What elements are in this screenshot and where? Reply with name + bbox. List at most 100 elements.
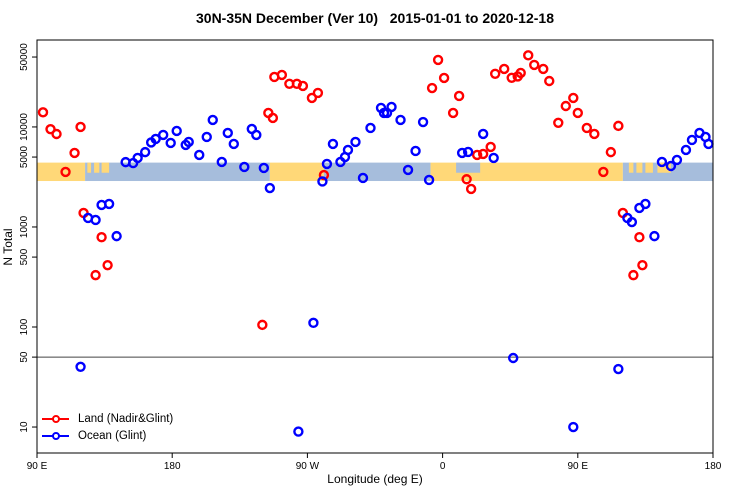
x-axis-tick-label: 180 — [164, 461, 181, 472]
data-point-ocean — [357, 172, 369, 184]
latitude-band-detail — [657, 162, 671, 173]
data-point-ocean — [423, 174, 435, 186]
latitude-band-detail — [94, 162, 100, 173]
data-point-ocean — [264, 182, 276, 194]
plot-box — [36, 39, 714, 454]
data-point-ocean — [228, 138, 239, 150]
data-point-land — [568, 92, 579, 104]
latitude-band-detail — [628, 162, 634, 173]
data-point-land — [257, 319, 268, 331]
latitude-band-detail — [645, 162, 653, 173]
latitude-band-detail — [456, 162, 481, 173]
data-point-land — [426, 82, 438, 94]
data-point-ocean — [150, 133, 161, 145]
latitude-band-segment — [85, 162, 270, 182]
data-point-land — [515, 67, 526, 79]
data-point-ocean — [671, 154, 683, 166]
data-point-land — [96, 232, 107, 243]
data-point-ocean — [327, 138, 339, 150]
data-point-ocean — [508, 352, 519, 364]
data-point-land — [477, 148, 489, 160]
data-point-land — [75, 121, 86, 133]
data-point-land — [465, 183, 477, 195]
data-point-land — [637, 259, 648, 271]
data-point-ocean — [171, 125, 182, 137]
data-point-land — [306, 92, 318, 104]
y-axis-tick-label: 10000 — [19, 113, 30, 141]
data-point-ocean — [640, 198, 651, 210]
data-point-land — [544, 75, 555, 87]
x-axis-tick-label: 90 W — [296, 461, 320, 472]
data-point-ocean — [183, 136, 194, 148]
data-point-ocean — [395, 114, 406, 126]
data-point-land — [453, 90, 465, 102]
legend-label-land: Land (Nadir&Glint) — [78, 413, 174, 425]
ocean-marker-icon — [42, 431, 69, 442]
y-axis-tick-label: 100 — [19, 318, 30, 335]
data-point-land — [447, 107, 459, 119]
data-point-land — [523, 50, 534, 61]
latitude-band-detail — [101, 162, 110, 173]
data-point-ocean — [111, 230, 122, 242]
data-point-ocean — [103, 198, 115, 210]
data-point-ocean — [626, 216, 638, 228]
data-point-ocean — [462, 146, 474, 158]
data-point-ocean — [165, 137, 176, 149]
data-point-ocean — [75, 361, 86, 373]
legend-item-land: Land (Nadir&Glint) — [42, 412, 173, 427]
data-point-ocean — [350, 136, 361, 148]
data-point-ocean — [157, 129, 169, 141]
data-point-ocean — [488, 152, 499, 164]
legend: Land (Nadir&Glint) Ocean (Glint) — [42, 412, 173, 444]
data-point-ocean — [239, 161, 250, 173]
data-point-land — [312, 87, 324, 99]
data-point-land — [69, 147, 80, 159]
data-point-land — [471, 149, 483, 161]
data-point-ocean — [649, 230, 660, 242]
data-point-land — [634, 232, 645, 243]
data-point-ocean — [201, 131, 212, 143]
data-point-land — [529, 59, 540, 71]
data-point-land — [538, 63, 549, 75]
data-point-land — [291, 78, 303, 89]
data-point-land — [267, 112, 279, 124]
data-point-ocean — [293, 426, 304, 437]
x-axis-tick-label: 90 E — [568, 461, 589, 472]
data-point-land — [438, 72, 450, 84]
latitude-band-detail — [636, 162, 643, 173]
data-point-land — [489, 68, 501, 79]
x-axis-label: Longitude (deg E) — [327, 472, 423, 486]
data-point-land — [581, 122, 593, 134]
data-point-ocean — [680, 144, 692, 156]
data-point-land — [318, 169, 330, 181]
data-point-land — [297, 80, 309, 92]
data-point-land — [628, 269, 639, 281]
x-axis-tick-label: 90 E — [27, 461, 48, 472]
data-point-land — [498, 63, 510, 75]
data-point-land — [432, 54, 444, 66]
data-point-ocean — [410, 145, 421, 157]
data-point-ocean — [132, 152, 143, 164]
data-point-land — [461, 174, 472, 185]
legend-label-ocean: Ocean (Glint) — [78, 430, 147, 442]
data-point-ocean — [417, 116, 429, 128]
data-point-ocean — [216, 156, 227, 168]
data-point-ocean — [402, 164, 414, 176]
y-axis-tick-label: 50 — [19, 351, 30, 363]
data-point-ocean — [665, 160, 677, 172]
data-point-ocean — [321, 158, 333, 170]
data-point-land — [613, 120, 624, 132]
data-point-ocean — [308, 317, 319, 329]
data-point-ocean — [703, 138, 714, 150]
data-point-land — [45, 123, 56, 135]
data-point-land — [102, 259, 113, 271]
data-point-ocean — [613, 363, 624, 375]
x-axis-tick-label: 0 — [440, 461, 446, 472]
legend-item-ocean: Ocean (Glint) — [42, 429, 173, 444]
data-point-land — [560, 100, 571, 112]
y-axis-tick-label: 500 — [19, 248, 30, 265]
data-point-land — [553, 117, 564, 129]
land-marker-icon — [42, 414, 69, 425]
y-axis-tick-label: 5000 — [19, 145, 30, 168]
data-point-ocean — [317, 176, 328, 187]
